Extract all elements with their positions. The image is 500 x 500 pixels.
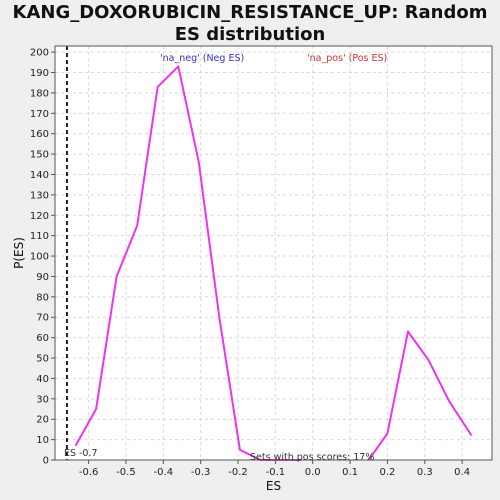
y-tick-label: 110 [30, 231, 49, 242]
chart-title: KANG_DOXORUBICIN_RESISTANCE_UP: Random E… [12, 2, 488, 45]
y-tick-label: 0 [43, 456, 49, 467]
y-tick-label: 100 [30, 252, 49, 263]
axis-ticks: 0 10 20 30 40 50 60 70 80 90 100 110 120 130 140 150 160… [30, 48, 470, 478]
pos-annotation: 'na_pos' (Pos ES) [307, 53, 387, 64]
es-marker-label: ES -0.7 [64, 448, 98, 459]
y-tick-label: 70 [36, 313, 49, 324]
y-tick-label: 120 [30, 211, 49, 222]
x-tick-label: -0.3 [191, 467, 211, 478]
x-tick-label: 0.4 [454, 467, 470, 478]
y-tick-label: 190 [30, 68, 49, 79]
y-tick-label: 80 [36, 292, 49, 303]
series-line [367, 330, 473, 461]
y-tick-label: 180 [30, 88, 49, 99]
x-tick-label: -0.4 [154, 467, 174, 478]
y-axis-label: P(ES) [12, 237, 26, 269]
x-tick-label: -0.6 [79, 467, 99, 478]
x-tick-label: 0.2 [379, 467, 395, 478]
y-tick-label: 140 [30, 170, 49, 181]
x-tick-label: 0.3 [417, 467, 433, 478]
x-tick-label: 0.0 [305, 467, 321, 478]
plot-frame [54, 45, 493, 461]
y-tick-label: 90 [36, 272, 49, 283]
y-tick-label: 40 [36, 374, 49, 385]
neg-annotation: 'na_neg' (Neg ES) [160, 53, 244, 64]
x-tick-label: -0.5 [116, 467, 136, 478]
y-tick-label: 30 [36, 394, 49, 405]
y-tick-label: 130 [30, 190, 49, 201]
pos-scores-annotation: Sets with pos scores: 17% [250, 452, 374, 463]
x-tick-label: -0.1 [266, 467, 286, 478]
y-tick-label: 150 [30, 150, 49, 161]
x-tick-label: -0.2 [228, 467, 248, 478]
x-tick-label: 0.1 [342, 467, 358, 478]
y-tick-label: 170 [30, 109, 49, 120]
y-tick-label: 50 [36, 354, 49, 365]
y-tick-label: 20 [36, 415, 49, 426]
plot-background [55, 46, 492, 460]
y-tick-label: 160 [30, 129, 49, 140]
x-axis-label: ES [266, 479, 281, 493]
y-tick-label: 60 [36, 333, 49, 344]
y-tick-label: 10 [36, 435, 49, 446]
grid-lines [55, 46, 492, 461]
y-tick-label: 200 [30, 48, 49, 59]
